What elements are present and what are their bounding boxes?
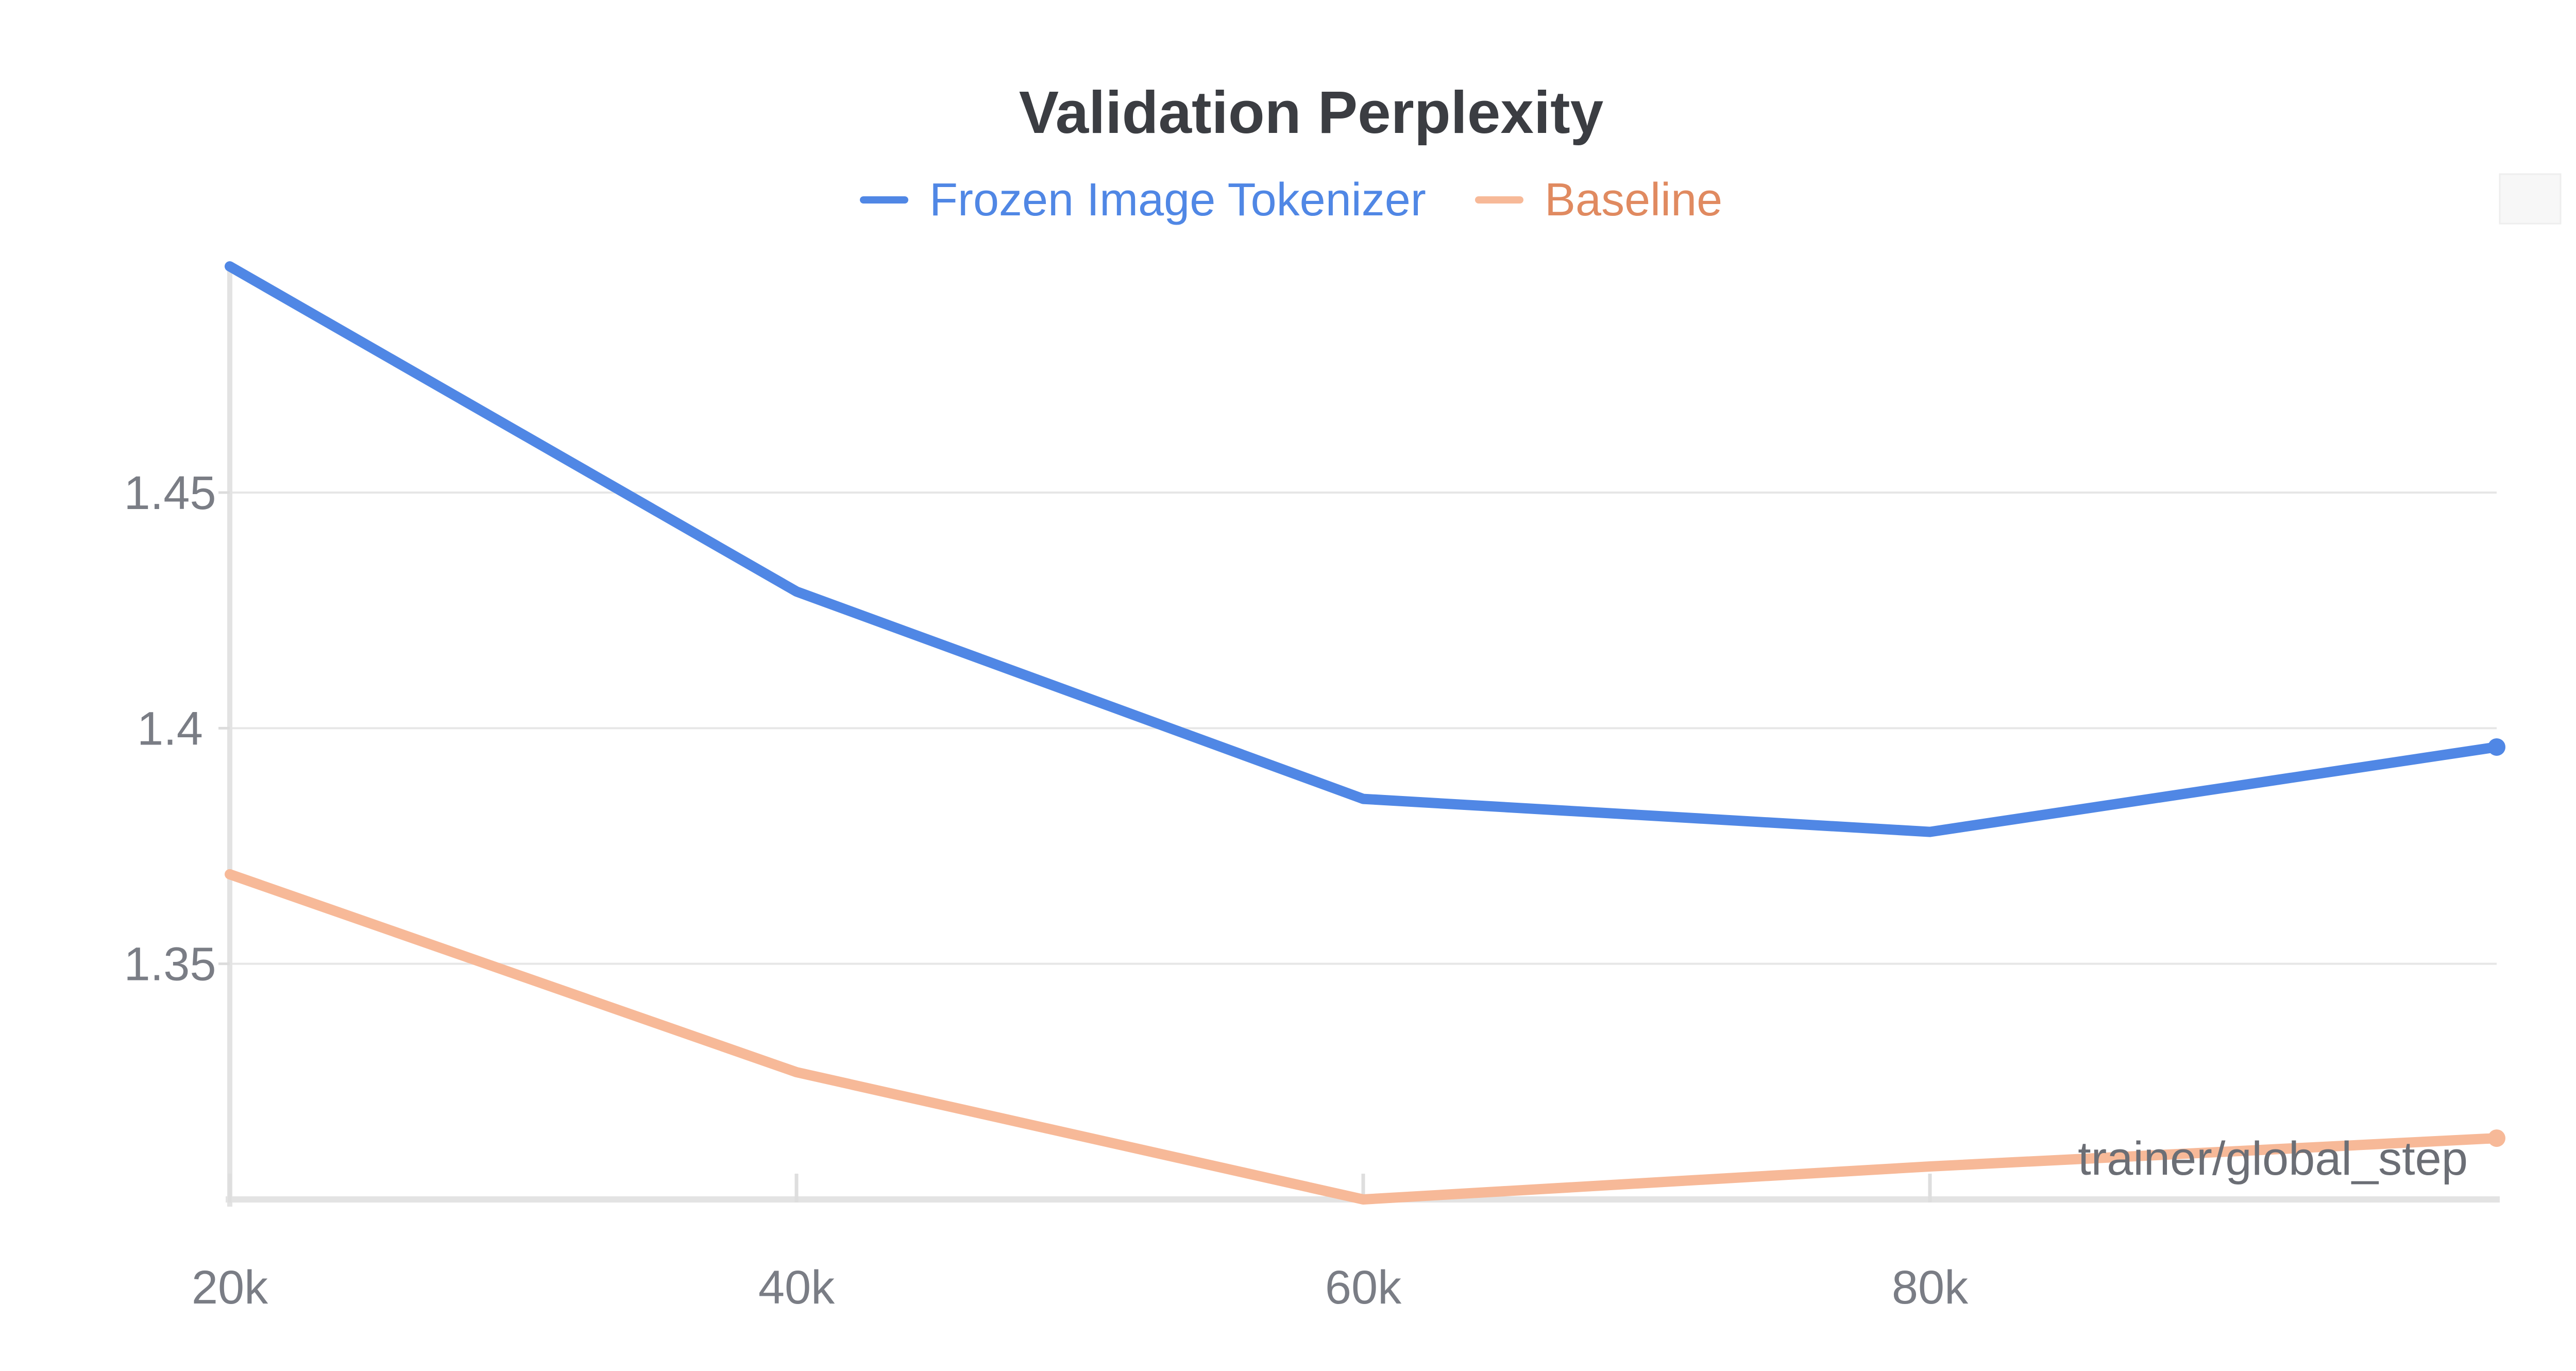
series-line-baseline bbox=[225, 869, 2502, 1205]
gridlines bbox=[230, 492, 2497, 965]
series-end-point-frozen-image-tokenizer bbox=[2488, 738, 2505, 756]
y-tick-label: 1.45 bbox=[124, 467, 216, 519]
x-axis-label: trainer/global_step bbox=[2078, 1132, 2468, 1185]
x-axis-ticks: 20k 40k 60k 80k bbox=[192, 1174, 1969, 1314]
x-tick-label: 80k bbox=[1892, 1261, 1969, 1314]
axes bbox=[226, 266, 2500, 1207]
y-tick-label: 1.35 bbox=[124, 938, 216, 991]
series-group bbox=[225, 261, 2505, 1205]
chart-menu-button[interactable] bbox=[2499, 173, 2562, 225]
x-tick-label: 20k bbox=[192, 1261, 268, 1314]
legend: Frozen Image Tokenizer Baseline bbox=[860, 174, 1722, 226]
legend-label: Baseline bbox=[1545, 174, 1722, 226]
x-tick-label: 40k bbox=[758, 1261, 835, 1314]
y-tick-label: 1.4 bbox=[137, 702, 203, 755]
x-tick-label: 60k bbox=[1325, 1261, 1402, 1314]
series-end-point-baseline bbox=[2488, 1129, 2505, 1147]
series-line-frozen-image-tokenizer bbox=[225, 261, 2502, 837]
y-axis-ticks: 1.35 1.4 1.45 bbox=[124, 467, 230, 991]
chart-title: Validation Perplexity bbox=[1019, 79, 1604, 146]
legend-label: Frozen Image Tokenizer bbox=[929, 174, 1426, 226]
